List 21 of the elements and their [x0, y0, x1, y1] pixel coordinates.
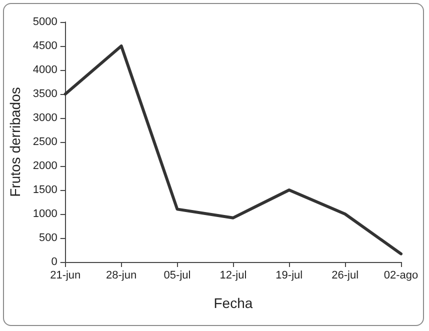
y-tick-label: 3000 [32, 112, 58, 124]
y-tick-label: 2000 [32, 160, 58, 172]
x-axis-title: Fecha [214, 295, 253, 311]
y-tick-label: 2500 [32, 136, 58, 148]
y-tick-label: 1000 [32, 208, 58, 220]
x-tick-label: 12-jul [220, 270, 247, 282]
x-tick-label: 28-jun [106, 270, 137, 282]
x-tick-label: 02-ago [384, 270, 418, 282]
y-tick-label: 4500 [32, 40, 58, 52]
x-tick-label: 19-jul [276, 270, 303, 282]
x-tick-label: 05-jul [164, 270, 191, 282]
y-tick-label: 0 [51, 256, 58, 268]
x-tick-label: 21-jun [50, 270, 81, 282]
y-tick-label: 3500 [32, 88, 58, 100]
y-tick-label: 500 [39, 232, 58, 244]
y-tick-label: 1500 [32, 184, 58, 196]
line-series [64, 44, 402, 256]
y-axis-title: Frutos derribados [7, 87, 23, 197]
x-tick-label: 26-jul [332, 270, 359, 282]
y-tick-label: 4000 [32, 64, 58, 76]
y-tick-label: 5000 [32, 16, 58, 28]
